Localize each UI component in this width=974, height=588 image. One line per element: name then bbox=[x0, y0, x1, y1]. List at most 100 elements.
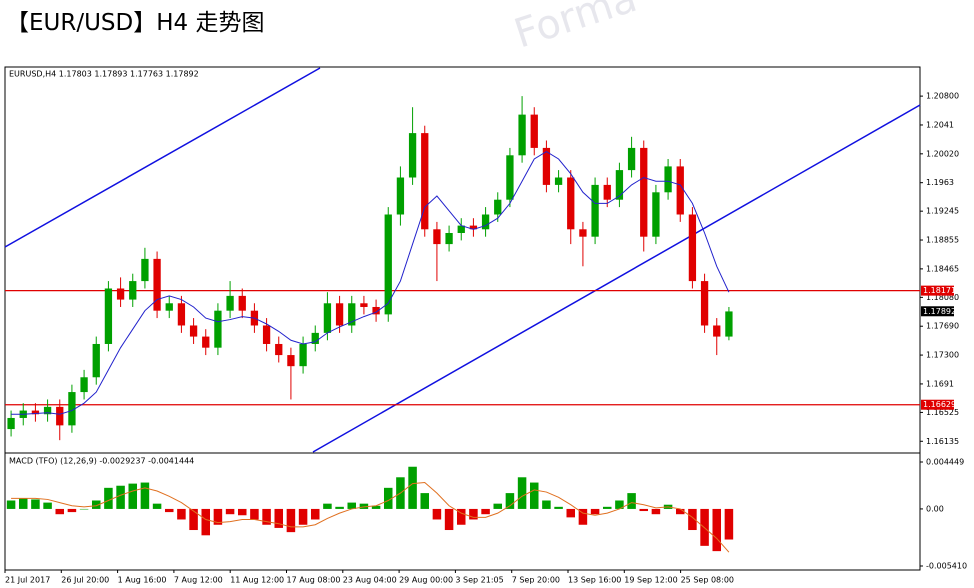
macd-bar bbox=[615, 500, 624, 509]
y-tick-label: 1.1963 bbox=[926, 178, 954, 187]
candle-body bbox=[469, 225, 478, 230]
candle-body bbox=[725, 311, 733, 337]
candle-body bbox=[615, 170, 624, 200]
x-tick-label: 25 Sep 08:00 bbox=[681, 576, 734, 585]
macd-title: MACD (TFO) (12,26,9) -0.0029237 -0.00414… bbox=[9, 457, 194, 466]
macd-bar bbox=[213, 508, 223, 525]
candle-body bbox=[494, 199, 502, 215]
candle-body bbox=[627, 147, 636, 171]
macd-bar bbox=[274, 508, 284, 528]
candle-body bbox=[104, 288, 113, 344]
y-tick-label: 1.20800 bbox=[926, 92, 959, 101]
candle-body bbox=[262, 325, 271, 344]
macd-bar bbox=[55, 508, 65, 515]
candle-body bbox=[129, 281, 137, 300]
macd-bar bbox=[262, 508, 271, 525]
candle-body bbox=[43, 406, 52, 415]
candle-body bbox=[713, 325, 721, 337]
macd-bar bbox=[164, 508, 174, 513]
trend-line bbox=[312, 104, 921, 453]
y-tick-label: 0.004449 bbox=[926, 458, 964, 467]
macd-bar bbox=[91, 500, 101, 509]
candle-body bbox=[554, 177, 563, 185]
candle-body bbox=[372, 306, 380, 315]
x-tick-label: 29 Aug 00:00 bbox=[399, 576, 453, 585]
y-tick-label: 1.1691 bbox=[926, 379, 954, 388]
level-label-box bbox=[921, 285, 954, 296]
macd-bar bbox=[542, 500, 551, 509]
candle-body bbox=[214, 310, 222, 348]
macd-bar bbox=[335, 506, 344, 509]
macd-bar bbox=[201, 508, 211, 536]
candle-body bbox=[396, 177, 405, 215]
macd-bar bbox=[43, 502, 52, 509]
macd-bar bbox=[189, 508, 198, 531]
level-label: 1.18171 bbox=[923, 286, 956, 295]
macd-bar bbox=[602, 506, 612, 509]
y-tick-label: 1.16135 bbox=[926, 437, 959, 446]
candle-body bbox=[238, 295, 246, 311]
y-tick-label: 1.17690 bbox=[926, 322, 959, 331]
candle-body bbox=[433, 229, 441, 245]
macd-bar bbox=[323, 503, 332, 509]
macd-bar bbox=[481, 508, 490, 515]
candle-body bbox=[542, 147, 551, 185]
x-tick-label: 13 Sep 16:00 bbox=[568, 576, 621, 585]
macd-bar bbox=[140, 482, 150, 509]
candle-body bbox=[700, 281, 709, 326]
macd-bar bbox=[529, 482, 539, 509]
macd-bar bbox=[225, 508, 235, 515]
macd-bar bbox=[67, 508, 77, 513]
candle-body bbox=[664, 166, 672, 193]
y-tick-label: 1.18465 bbox=[926, 264, 959, 273]
macd-bar bbox=[432, 508, 442, 520]
current-price-box bbox=[921, 306, 954, 317]
macd-bar bbox=[517, 477, 527, 509]
macd-bar bbox=[469, 508, 478, 520]
candle-body bbox=[165, 303, 173, 311]
x-tick-label: 17 Aug 08:00 bbox=[287, 576, 341, 585]
macd-bar bbox=[79, 508, 89, 510]
macd-bar bbox=[505, 493, 515, 509]
x-tick-label: 19 Sep 12:00 bbox=[624, 576, 677, 585]
y-tick-label: -0.005410 bbox=[926, 562, 967, 571]
candle-body bbox=[299, 343, 307, 367]
candle-body bbox=[640, 147, 648, 237]
symbol-info: EURUSD,H4 1.17803 1.17893 1.17763 1.1789… bbox=[9, 70, 199, 79]
level-label: 1.16629 bbox=[923, 400, 956, 409]
macd-bar bbox=[651, 508, 661, 515]
macd-bar bbox=[590, 508, 600, 515]
candle-body bbox=[567, 177, 575, 230]
macd-bar bbox=[152, 503, 162, 509]
macd-bar bbox=[456, 508, 466, 525]
x-tick-label: 3 Sep 21:05 bbox=[455, 576, 503, 585]
candle-body bbox=[202, 336, 210, 348]
macd-bar bbox=[298, 508, 308, 525]
candle-body bbox=[360, 303, 368, 307]
candle-body bbox=[591, 184, 599, 237]
level-label-box bbox=[921, 399, 954, 410]
macd-bar bbox=[724, 508, 734, 540]
y-tick-label: 1.18080 bbox=[926, 293, 959, 302]
candle-body bbox=[56, 406, 64, 426]
x-tick-label: 11 Aug 12:00 bbox=[230, 576, 284, 585]
candle-body bbox=[311, 332, 319, 344]
macd-bar bbox=[578, 508, 588, 525]
candle-body bbox=[80, 377, 88, 393]
candle-body bbox=[457, 225, 465, 233]
candle-body bbox=[348, 303, 356, 326]
macd-bar bbox=[627, 493, 636, 509]
candle-body bbox=[445, 232, 453, 245]
macd-bar bbox=[128, 483, 138, 509]
candle-body bbox=[92, 343, 100, 378]
candle-body bbox=[153, 258, 161, 311]
y-tick-label: 0.00 bbox=[926, 504, 944, 513]
candle-body bbox=[652, 192, 660, 237]
macd-bar bbox=[116, 485, 125, 509]
macd-bar bbox=[639, 508, 649, 512]
candle-body bbox=[287, 355, 295, 367]
candle-body bbox=[688, 214, 697, 282]
moving-average bbox=[11, 151, 730, 415]
candle-body bbox=[518, 114, 526, 156]
